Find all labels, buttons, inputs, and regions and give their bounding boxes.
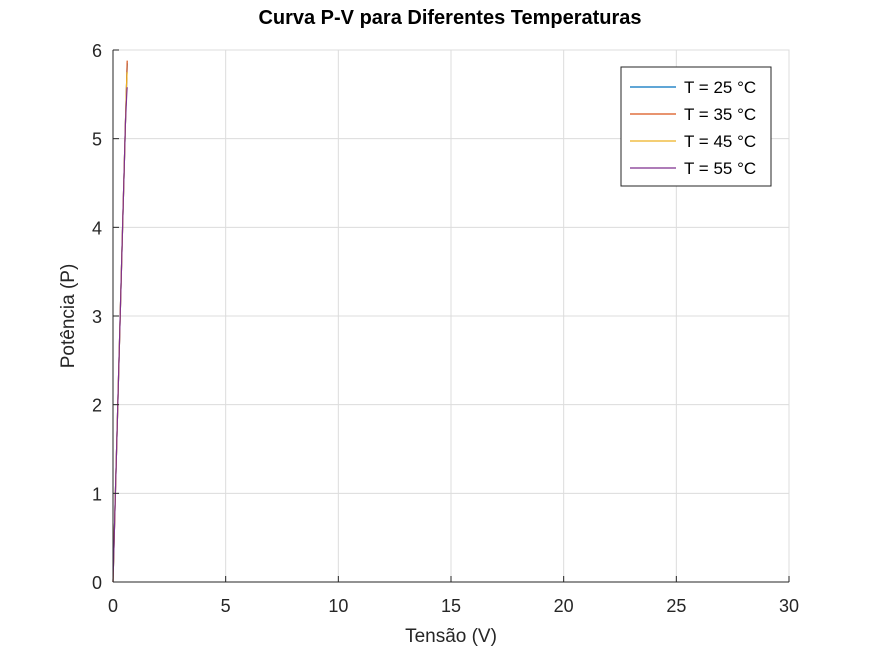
y-tick-label: 5: [92, 130, 102, 150]
x-tick-label: 30: [779, 596, 799, 616]
y-tick-label: 3: [92, 307, 102, 327]
x-tick-label: 20: [554, 596, 574, 616]
chart-title: Curva P-V para Diferentes Temperaturas: [258, 7, 641, 29]
y-tick-label: 2: [92, 396, 102, 416]
x-tick-label: 15: [441, 596, 461, 616]
ticks: 0 5 10 15 20 25 30 0 1 2 3 4 5 6: [92, 41, 799, 616]
legend-label-1: T = 25 °C: [684, 78, 756, 97]
y-tick-label: 4: [92, 218, 102, 238]
x-tick-label: 10: [328, 596, 348, 616]
legend-label-3: T = 45 °C: [684, 132, 756, 151]
legend-label-4: T = 55 °C: [684, 159, 756, 178]
series-layer: [112, 60, 128, 583]
y-tick-label: 0: [92, 573, 102, 593]
legend-label-2: T = 35 °C: [684, 105, 756, 124]
y-tick-label: 6: [92, 41, 102, 61]
legend: T = 25 °C T = 35 °C T = 45 °C T = 55 °C: [620, 66, 772, 187]
x-axis-label: Tensão (V): [405, 626, 497, 647]
x-tick-label: 25: [666, 596, 686, 616]
y-axis-label: Potência (P): [58, 264, 79, 369]
x-tick-label: 5: [221, 596, 231, 616]
series-line-4: [112, 87, 128, 583]
y-tick-label: 1: [92, 484, 102, 504]
x-tick-label: 0: [108, 596, 118, 616]
